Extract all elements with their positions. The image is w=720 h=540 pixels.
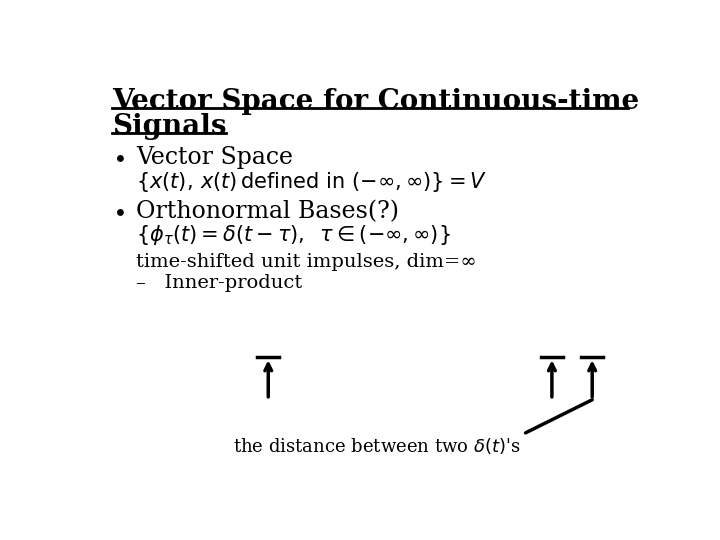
Text: $\{\phi_\tau(t) = \delta(t - \tau),\;\; \tau \in (-\infty,\infty)\}$: $\{\phi_\tau(t) = \delta(t - \tau),\;\; … <box>137 224 451 247</box>
Text: $\{x(t),\, x(t)\,\mathrm{defined\ in}\ (-\infty,\infty)\} = V$: $\{x(t),\, x(t)\,\mathrm{defined\ in}\ (… <box>137 170 487 193</box>
Text: Orthonormal Bases(?): Orthonormal Bases(?) <box>137 200 400 224</box>
Text: Signals: Signals <box>112 112 226 139</box>
Text: Vector Space: Vector Space <box>137 146 294 170</box>
Text: $\bullet$: $\bullet$ <box>112 200 125 224</box>
Text: $\bullet$: $\bullet$ <box>112 146 125 170</box>
Text: –   Inner-product: – Inner-product <box>137 274 302 292</box>
Text: the distance between two $\delta(t)$'s: the distance between two $\delta(t)$'s <box>233 436 521 456</box>
Text: time-shifted unit impulses, dim=∞: time-shifted unit impulses, dim=∞ <box>137 253 477 271</box>
Text: Vector Space for Continuous-time: Vector Space for Continuous-time <box>112 88 639 115</box>
